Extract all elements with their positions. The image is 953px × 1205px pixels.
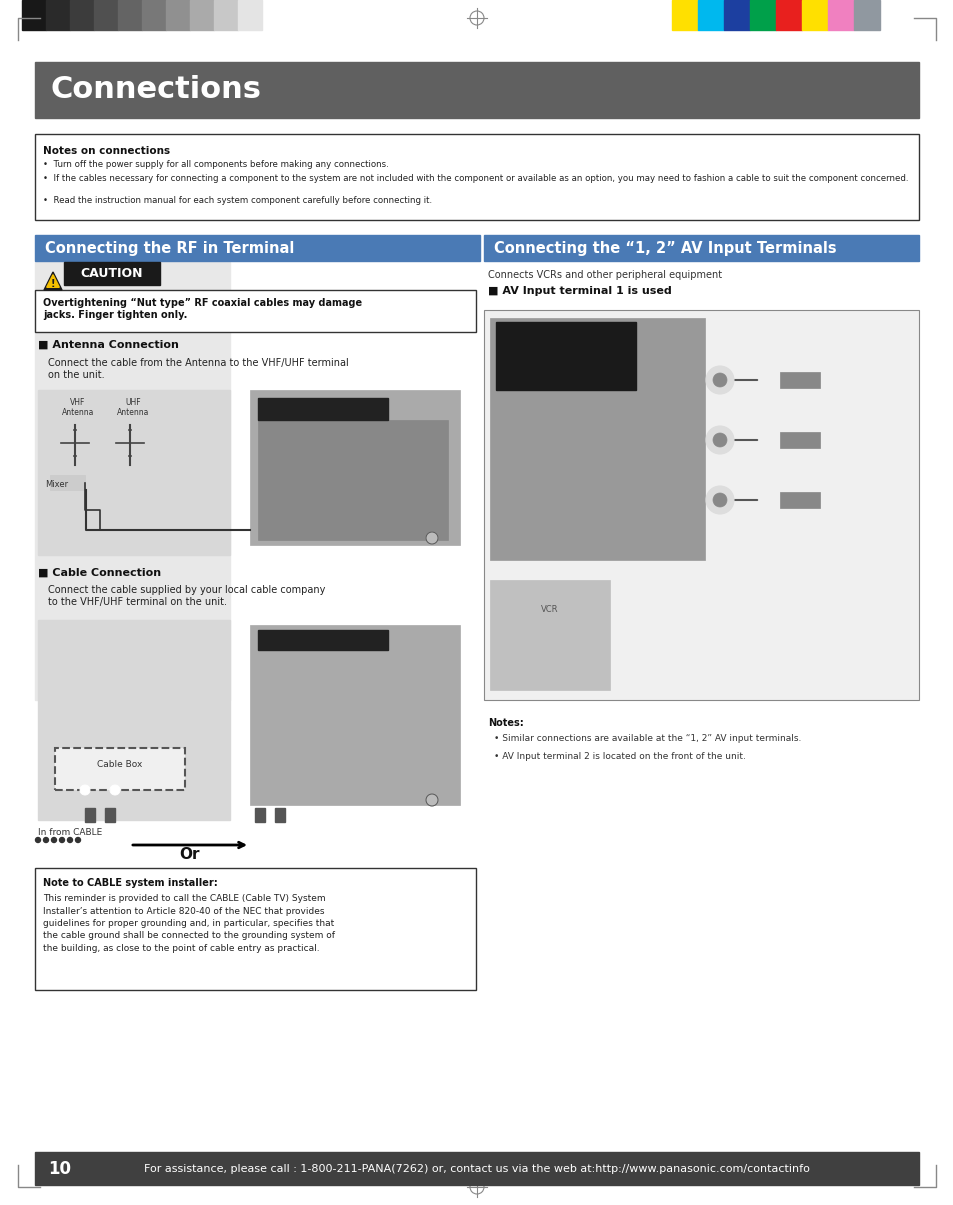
Circle shape <box>712 374 726 387</box>
Bar <box>254 809 265 822</box>
Text: Notes:: Notes: <box>488 718 523 728</box>
Text: For assistance, please call : 1-800-211-PANA(7262) or, contact us via the web at: For assistance, please call : 1-800-211-… <box>144 1164 809 1174</box>
Circle shape <box>68 837 72 842</box>
Bar <box>723 0 749 30</box>
Text: Connecting the RF in Terminal: Connecting the RF in Terminal <box>45 241 294 255</box>
Text: Overtightening “Nut type” RF coaxial cables may damage
jacks. Finger tighten onl: Overtightening “Nut type” RF coaxial cab… <box>43 298 362 319</box>
Bar <box>213 0 237 30</box>
Bar <box>70 0 94 30</box>
Circle shape <box>426 531 437 543</box>
Bar <box>250 625 459 805</box>
Text: •  Turn off the power supply for all components before making any connections.: • Turn off the power supply for all comp… <box>43 160 388 169</box>
Text: Cable Box: Cable Box <box>97 760 143 769</box>
Bar <box>105 809 115 822</box>
Bar <box>46 0 70 30</box>
Text: Mixer: Mixer <box>45 480 68 489</box>
Bar <box>35 290 476 333</box>
Circle shape <box>59 837 65 842</box>
Bar <box>671 0 698 30</box>
Bar <box>35 134 918 221</box>
Bar <box>35 235 479 261</box>
Polygon shape <box>47 275 59 287</box>
Bar <box>85 809 95 822</box>
Circle shape <box>44 837 49 842</box>
Bar <box>749 0 775 30</box>
Text: In from CABLE: In from CABLE <box>38 828 102 837</box>
Bar <box>166 0 190 30</box>
Bar <box>250 390 459 545</box>
Circle shape <box>426 794 437 806</box>
Bar <box>22 0 46 30</box>
Text: CAUTION: CAUTION <box>81 268 143 280</box>
Bar <box>698 0 723 30</box>
Text: •  Read the instruction manual for each system component carefully before connec: • Read the instruction manual for each s… <box>43 196 432 205</box>
Text: • Similar connections are available at the “1, 2” AV input terminals.: • Similar connections are available at t… <box>494 734 801 743</box>
Bar <box>190 0 213 30</box>
Circle shape <box>712 493 726 507</box>
Text: 10: 10 <box>49 1159 71 1177</box>
Text: •  If the cables necessary for connecting a component to the system are not incl: • If the cables necessary for connecting… <box>43 174 907 183</box>
Bar <box>64 261 160 286</box>
Bar <box>35 1152 918 1185</box>
Bar <box>35 261 230 700</box>
Circle shape <box>705 486 733 515</box>
Bar <box>35 868 476 991</box>
Text: Connect the cable from the Antenna to the VHF/UHF terminal
on the unit.: Connect the cable from the Antenna to th… <box>48 358 349 380</box>
Text: ■ Antenna Connection: ■ Antenna Connection <box>38 340 179 349</box>
Bar <box>257 398 388 421</box>
Text: UHF
Antenna: UHF Antenna <box>116 398 149 417</box>
Bar <box>490 318 704 560</box>
Bar <box>55 748 185 790</box>
Bar <box>780 433 820 448</box>
Bar <box>38 621 230 819</box>
Circle shape <box>80 784 90 795</box>
Bar <box>142 0 166 30</box>
Text: This reminder is provided to call the CABLE (Cable TV) System
Installer’s attent: This reminder is provided to call the CA… <box>43 894 335 953</box>
Circle shape <box>705 366 733 394</box>
Text: Note to CABLE system installer:: Note to CABLE system installer: <box>43 878 217 888</box>
Bar <box>496 322 636 390</box>
Bar <box>118 0 142 30</box>
Bar <box>237 0 262 30</box>
Bar <box>274 809 285 822</box>
Text: Or: Or <box>179 847 200 862</box>
Bar <box>853 0 879 30</box>
Bar <box>257 630 388 649</box>
Text: • AV Input terminal 2 is located on the front of the unit.: • AV Input terminal 2 is located on the … <box>494 752 745 762</box>
Bar <box>94 0 118 30</box>
Bar <box>35 61 918 118</box>
Text: Connecting the “1, 2” AV Input Terminals: Connecting the “1, 2” AV Input Terminals <box>494 241 836 255</box>
Text: !: ! <box>51 278 55 289</box>
Text: VCR: VCR <box>540 605 558 615</box>
Text: Connects VCRs and other peripheral equipment: Connects VCRs and other peripheral equip… <box>488 270 721 280</box>
Bar <box>780 372 820 388</box>
Circle shape <box>75 837 80 842</box>
Circle shape <box>110 784 120 795</box>
Text: Connect the cable supplied by your local cable company
to the VHF/UHF terminal o: Connect the cable supplied by your local… <box>48 584 325 606</box>
Polygon shape <box>44 272 62 290</box>
Bar <box>483 235 918 261</box>
Circle shape <box>705 427 733 454</box>
Text: Connections: Connections <box>51 76 262 105</box>
Text: VHF
Antenna: VHF Antenna <box>62 398 94 417</box>
Bar <box>801 0 827 30</box>
Bar <box>827 0 853 30</box>
Bar <box>257 421 448 540</box>
Bar <box>50 475 85 490</box>
Circle shape <box>712 433 726 447</box>
Bar <box>38 390 230 556</box>
Text: Notes on connections: Notes on connections <box>43 146 170 155</box>
Text: ■ Cable Connection: ■ Cable Connection <box>38 568 161 578</box>
Bar <box>775 0 801 30</box>
Bar <box>490 580 609 690</box>
Text: ■ AV Input terminal 1 is used: ■ AV Input terminal 1 is used <box>488 286 671 296</box>
Circle shape <box>51 837 56 842</box>
Bar <box>483 310 918 700</box>
Bar <box>780 492 820 509</box>
Circle shape <box>35 837 40 842</box>
